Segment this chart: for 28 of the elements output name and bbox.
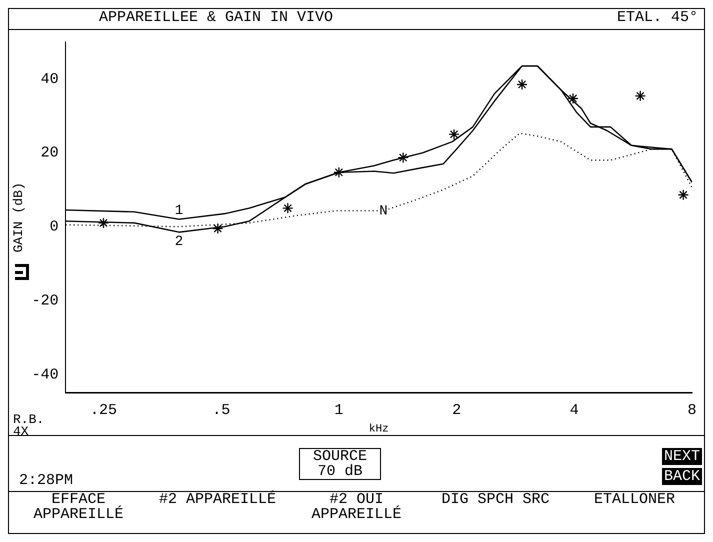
text: R.B. 4X [13,412,44,439]
x-axis-title: kHz [368,423,389,436]
series-label: 1 [174,202,184,219]
text: 2:28PM [19,472,74,489]
y-tick-label: 40 [40,70,59,88]
text: DIG SPCH SRC [440,491,551,510]
text: EFFACE APPAREILLÉ [32,491,124,523]
text: ETAL. 45° [616,9,698,28]
text: BACK [662,468,702,485]
x-tick-label: .5 [212,402,230,419]
y-tick-label: -20 [32,292,59,310]
text: ETALLONER [592,491,676,510]
x-tick-label: 4 [570,402,579,419]
text: #2 APPAREILLÉ [158,491,278,510]
y-tick-label: 0 [50,218,59,236]
x-tick-label: 8 [687,402,697,419]
series-label: N [379,203,388,220]
series-label: 2 [174,234,184,250]
text: #2 OUI APPAREILLÉ [310,491,402,523]
y-tick-label: 20 [40,144,59,162]
y-tick-label: -40 [32,366,59,384]
chart-title: APPAREILLEE & GAIN IN VIVO [99,9,334,28]
x-tick-label: .25 [90,402,118,419]
x-tick-label: 1 [334,402,344,419]
text: NEXT [662,448,702,465]
source-note: SOURCE 70 dB [299,448,381,480]
y-axis-title: GAIN (dB) [11,182,26,253]
x-tick-label: 2 [452,402,462,419]
